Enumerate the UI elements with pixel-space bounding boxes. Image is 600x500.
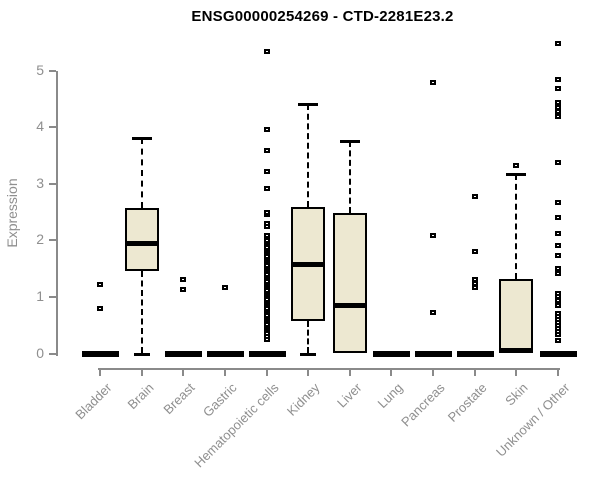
y-axis-tick xyxy=(49,295,56,298)
upper-whisker xyxy=(307,104,310,207)
flat-box xyxy=(373,350,411,357)
flat-box xyxy=(248,350,286,357)
box xyxy=(499,279,534,354)
x-axis-tick xyxy=(307,368,310,376)
flat-box xyxy=(540,350,578,357)
median-line xyxy=(293,262,324,268)
x-axis-tick xyxy=(99,368,101,376)
median-line xyxy=(334,303,365,309)
outlier-point xyxy=(430,233,437,239)
outlier-point xyxy=(555,215,562,221)
y-axis-tick xyxy=(49,69,56,72)
upper-whisker xyxy=(348,141,351,213)
x-axis-tick xyxy=(182,368,185,376)
outlier-point xyxy=(263,220,270,226)
flat-box xyxy=(456,350,494,357)
upper-whisker xyxy=(515,174,518,280)
outlier-point xyxy=(555,302,562,308)
upper-whisker-cap xyxy=(131,137,152,141)
lower-whisker xyxy=(140,271,143,354)
upper-whisker-cap xyxy=(339,140,360,144)
x-axis-tick xyxy=(515,368,518,376)
x-axis-tick xyxy=(557,368,560,376)
y-tick-label: 4 xyxy=(36,118,44,135)
outlier-point xyxy=(263,127,270,133)
outlier-point xyxy=(555,337,562,343)
y-tick-label: 1 xyxy=(36,287,44,304)
y-tick-label: 0 xyxy=(36,344,44,361)
y-axis-tick xyxy=(49,352,56,355)
x-axis-tick xyxy=(140,368,143,376)
lower-whisker-cap xyxy=(133,352,150,356)
outlier-point xyxy=(180,287,187,293)
x-axis-line xyxy=(98,368,561,370)
outlier-point xyxy=(555,252,562,258)
upper-whisker-cap xyxy=(298,103,319,107)
flat-box xyxy=(165,350,203,357)
outlier-point xyxy=(430,309,437,315)
outlier-point xyxy=(555,109,562,115)
y-tick-label: 5 xyxy=(36,61,44,78)
outlier-point xyxy=(555,85,562,91)
outlier-point xyxy=(555,200,562,206)
upper-whisker xyxy=(140,138,143,209)
lower-whisker xyxy=(307,320,310,354)
outlier-point xyxy=(263,168,270,174)
x-axis-tick xyxy=(348,368,351,376)
y-tick-label: 3 xyxy=(36,174,44,191)
outlier-point xyxy=(555,104,562,110)
outlier-point xyxy=(555,291,562,296)
outlier-point xyxy=(221,284,228,290)
outlier-point xyxy=(555,231,562,236)
y-axis-tick xyxy=(49,182,56,185)
outlier-point xyxy=(555,311,562,317)
box xyxy=(124,208,159,272)
outlier-point xyxy=(97,306,103,312)
y-tick-label: 2 xyxy=(36,231,44,248)
outlier-point xyxy=(555,77,562,83)
outlier-point xyxy=(263,148,270,154)
y-axis-line xyxy=(56,70,58,356)
outlier-point xyxy=(263,49,270,55)
y-axis-tick xyxy=(49,126,56,129)
median-line xyxy=(501,348,532,353)
y-axis-tick xyxy=(49,239,56,242)
outlier-point xyxy=(471,194,478,200)
outlier-point xyxy=(263,186,270,192)
outlier-point xyxy=(263,209,270,215)
outlier-point xyxy=(97,281,103,287)
x-axis-tick xyxy=(390,368,393,376)
chart-title: ENSG00000254269 - CTD-2281E23.2 xyxy=(191,8,454,25)
outlier-point xyxy=(263,232,270,238)
lower-whisker-cap xyxy=(300,352,317,356)
outlier-point xyxy=(430,80,437,86)
outlier-point xyxy=(471,248,478,254)
outlier-point xyxy=(555,266,562,272)
outlier-point xyxy=(180,277,187,283)
outlier-point xyxy=(555,114,562,120)
x-axis-tick xyxy=(223,368,226,376)
flat-box xyxy=(415,350,453,357)
outlier-point xyxy=(555,270,562,276)
outlier-point xyxy=(555,159,562,165)
x-axis-tick xyxy=(473,368,476,376)
x-axis-tick xyxy=(265,368,268,376)
outlier-point xyxy=(513,162,520,168)
box xyxy=(332,212,367,354)
outlier-point xyxy=(555,243,562,249)
flat-box xyxy=(82,350,119,357)
outlier-point xyxy=(471,277,478,283)
flat-box xyxy=(206,350,244,357)
x-axis-tick xyxy=(432,368,435,376)
upper-whisker-cap xyxy=(506,173,527,177)
outlier-point xyxy=(555,99,562,105)
median-line xyxy=(126,240,157,246)
outlier-point xyxy=(555,40,562,46)
